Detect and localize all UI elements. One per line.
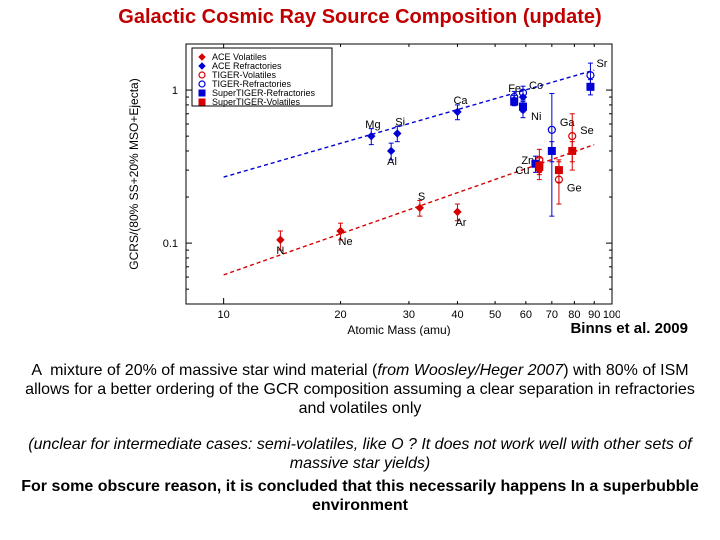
svg-text:Cu: Cu [515, 165, 529, 177]
svg-text:60: 60 [520, 309, 532, 321]
svg-text:Atomic Mass (amu): Atomic Mass (amu) [347, 323, 450, 336]
svg-text:Ar: Ar [455, 217, 466, 229]
slide-title: Galactic Cosmic Ray Source Composition (… [0, 6, 720, 29]
svg-text:Al: Al [387, 156, 397, 168]
svg-text:Ni: Ni [531, 111, 541, 123]
svg-text:Ca: Ca [453, 95, 468, 107]
paragraph-1: A mixture of 20% of massive star wind ma… [20, 362, 700, 419]
svg-text:Ga: Ga [560, 117, 576, 129]
svg-text:S: S [418, 191, 425, 203]
svg-text:50: 50 [489, 309, 501, 321]
svg-text:70: 70 [546, 309, 558, 321]
paragraph-3: For some obscure reason, it is concluded… [20, 478, 700, 515]
svg-text:30: 30 [403, 309, 415, 321]
svg-text:Co: Co [529, 80, 543, 92]
svg-text:Mg: Mg [365, 119, 380, 131]
svg-text:Ne: Ne [339, 236, 353, 248]
svg-text:Si: Si [395, 117, 405, 129]
svg-text:SuperTIGER-Volatiles: SuperTIGER-Volatiles [212, 97, 301, 107]
svg-text:GCRS/(80% SS+20% MSO+Ejecta): GCRS/(80% SS+20% MSO+Ejecta) [127, 78, 141, 269]
composition-chart: 101002030405060708090Atomic Mass (amu)0.… [120, 36, 620, 336]
svg-text:40: 40 [451, 309, 463, 321]
svg-text:Se: Se [580, 125, 593, 137]
svg-text:Sr: Sr [596, 58, 607, 70]
svg-text:N: N [276, 245, 284, 257]
svg-text:20: 20 [334, 309, 346, 321]
paragraph-2: (unclear for intermediate cases: semi-vo… [20, 436, 700, 473]
svg-text:1: 1 [172, 85, 178, 97]
svg-text:0.1: 0.1 [163, 238, 178, 250]
svg-text:10: 10 [218, 309, 230, 321]
svg-text:Ge: Ge [567, 183, 582, 195]
citation: Binns et al. 2009 [570, 320, 688, 337]
